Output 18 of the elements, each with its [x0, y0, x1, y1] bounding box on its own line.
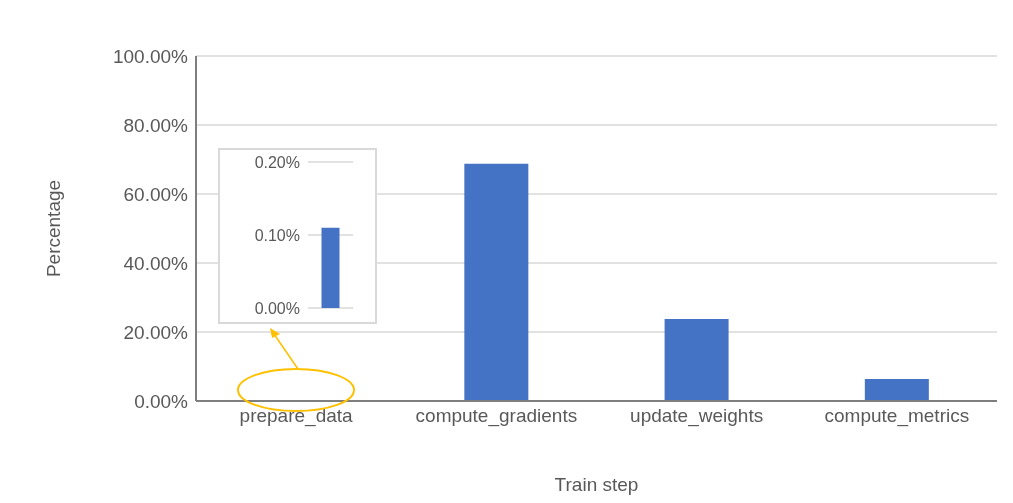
y-tick-label: 0.00%: [254, 299, 300, 317]
bar: [864, 378, 929, 401]
x-tick-label: prepare_data: [239, 405, 354, 428]
y-tick-label: 40.00%: [123, 252, 189, 274]
x-tick-label: compute_metrics: [824, 405, 970, 428]
y-tick-label: 100.00%: [112, 45, 189, 67]
x-axis-title: Train step: [554, 474, 639, 495]
bar: [464, 163, 529, 401]
y-tick-label: 80.00%: [123, 114, 189, 136]
y-tick-label: 20.00%: [123, 321, 189, 343]
x-tick-label: update_weights: [630, 405, 764, 428]
x-tick-label: compute_gradients: [415, 405, 578, 428]
bar: [664, 318, 729, 401]
y-tick-label: 0.20%: [254, 153, 300, 171]
y-tick-label: 0.10%: [254, 226, 300, 244]
y-axis-title: Percentage: [42, 179, 64, 278]
y-tick-label: 60.00%: [123, 183, 189, 205]
y-tick-label: 0.00%: [134, 390, 189, 412]
